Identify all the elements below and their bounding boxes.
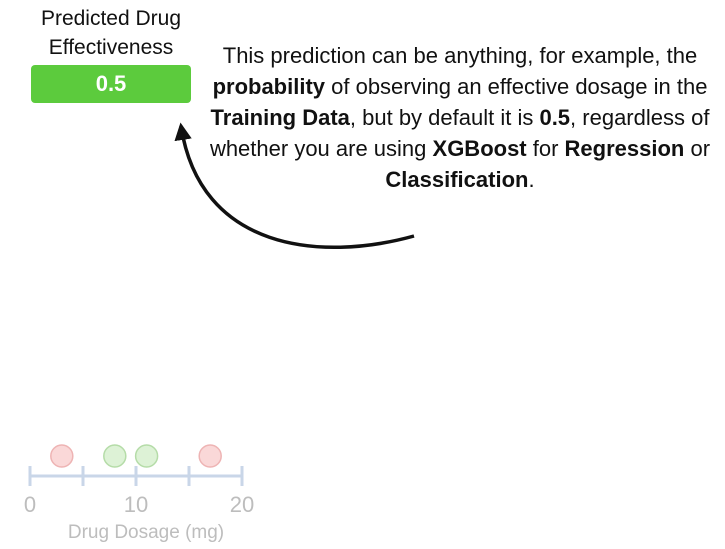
prediction-header: Predicted Drug Effectiveness: [10, 4, 212, 62]
effective-point: [103, 444, 127, 468]
dosage-axis: 0 10 20 Drug Dosage (mg): [24, 466, 254, 543]
axis-ticks: [28, 466, 244, 486]
prediction-header-line-1: Predicted Drug: [40, 7, 182, 30]
axis-tick-label: 0: [24, 492, 36, 517]
ineffective-point: [50, 444, 74, 468]
explanation-text-part: , regardless of whether you are using: [209, 105, 710, 161]
explanation-text-part: This prediction can be anything, for exa…: [222, 43, 698, 68]
axis-tick-label: 10: [124, 492, 148, 517]
axis-tick-label: 20: [230, 492, 254, 517]
explanation-bold-regression: Regression: [564, 136, 685, 161]
explanation-text-part: for: [526, 136, 565, 161]
explanation-text-part: of observing an effective dosage in the: [325, 74, 708, 99]
explanation-bold-xgboost: XGBoost: [432, 136, 527, 161]
explanation-bold-classification: Classification: [385, 167, 529, 192]
axis-tick-labels: 0 10 20: [24, 492, 254, 517]
ineffective-point: [198, 444, 222, 468]
explanation-bold-probability: probability: [212, 74, 326, 99]
explanation-bold-training-data: Training Data: [210, 105, 350, 130]
explanation-text: This prediction can be anything, for exa…: [200, 40, 720, 195]
curved-arrow: [174, 122, 415, 250]
data-points: [50, 444, 222, 468]
explanation-bold-default-value: 0.5: [539, 105, 571, 130]
effective-point: [134, 444, 159, 468]
explanation-text-part: .: [528, 167, 535, 192]
prediction-header-line-2: Effectiveness: [48, 36, 174, 59]
explanation-text-part: , but by default it is: [349, 105, 540, 130]
explanation-text-part: or: [684, 136, 711, 161]
axis-title: Drug Dosage (mg): [68, 522, 224, 543]
prediction-value-box: 0.5: [31, 65, 191, 103]
